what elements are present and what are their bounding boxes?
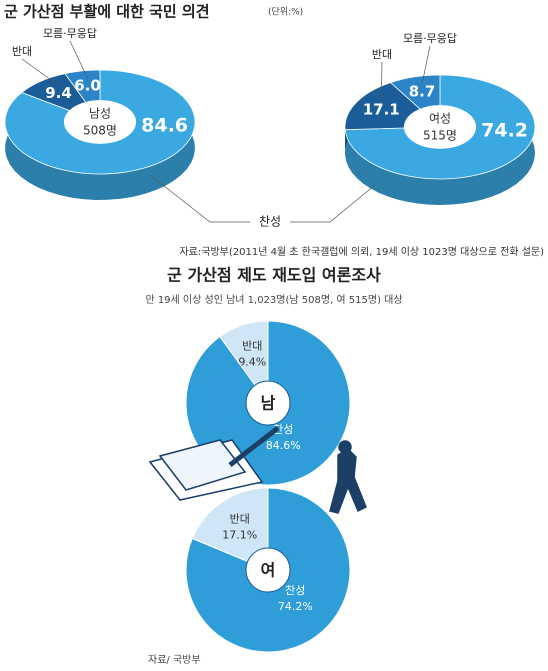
center-circle — [245, 380, 291, 426]
series-name: 여 — [261, 561, 276, 580]
series-name: 여성 — [429, 112, 451, 126]
leader-line — [21, 58, 59, 86]
center-circle — [245, 547, 291, 593]
leader-line — [290, 184, 376, 223]
pen — [228, 426, 280, 467]
category-label: 모름·무응답 — [403, 32, 457, 45]
series-count: 508명 — [83, 124, 117, 138]
slice — [191, 487, 269, 571]
leader-line — [421, 45, 431, 85]
top-source: 자료:국방부(2011년 4월 초 한국갤럽에 의뢰, 19세 이상 1023명… — [179, 246, 544, 258]
value-label: 6.0 — [74, 77, 101, 95]
leader-line — [149, 174, 250, 223]
value-label: 74.2 — [481, 120, 528, 142]
value-label: 74.2% — [278, 600, 313, 613]
value-label: 9.4% — [238, 356, 266, 369]
series-count: 515명 — [423, 129, 457, 143]
bottom-subtitle: 만 19세 이상 성인 남녀 1,023명(남 508명, 여 515명) 대상 — [145, 294, 402, 306]
soldier — [329, 448, 367, 514]
paper — [158, 439, 247, 491]
soldier-head — [338, 440, 352, 454]
value-label: 84.6% — [266, 439, 301, 452]
category-label: 찬성 — [285, 583, 305, 597]
bottom-title: 군 가산점 제도 재도입 여론조사 — [167, 266, 381, 285]
unit: (단위:%) — [268, 7, 303, 18]
leader-line — [380, 61, 383, 102]
category-label: 반대 — [230, 513, 250, 526]
donut-hole — [63, 100, 137, 144]
value-label: 8.7 — [409, 82, 436, 100]
value-label: 84.6 — [141, 115, 188, 137]
value-label: 9.4 — [45, 84, 72, 102]
value-label: 17.1 — [363, 100, 400, 118]
category-label: 반대 — [12, 45, 32, 58]
category-label: 모름·무응답 — [43, 27, 97, 40]
top-title: 군 가산점 부활에 대한 국민 의견 — [4, 3, 210, 21]
category-label: 찬성 — [259, 214, 281, 229]
leader-line — [69, 40, 88, 79]
series-name: 남 — [261, 394, 276, 413]
category-label: 찬성 — [273, 422, 293, 436]
donut-hole — [403, 105, 477, 149]
series-name: 남성 — [89, 107, 111, 121]
value-label: 17.1% — [222, 529, 257, 542]
category-label: 반대 — [372, 48, 392, 61]
illustration — [148, 426, 367, 514]
category-label: 반대 — [242, 340, 262, 353]
bottom-source: 자료/ 국방부 — [148, 654, 201, 666]
